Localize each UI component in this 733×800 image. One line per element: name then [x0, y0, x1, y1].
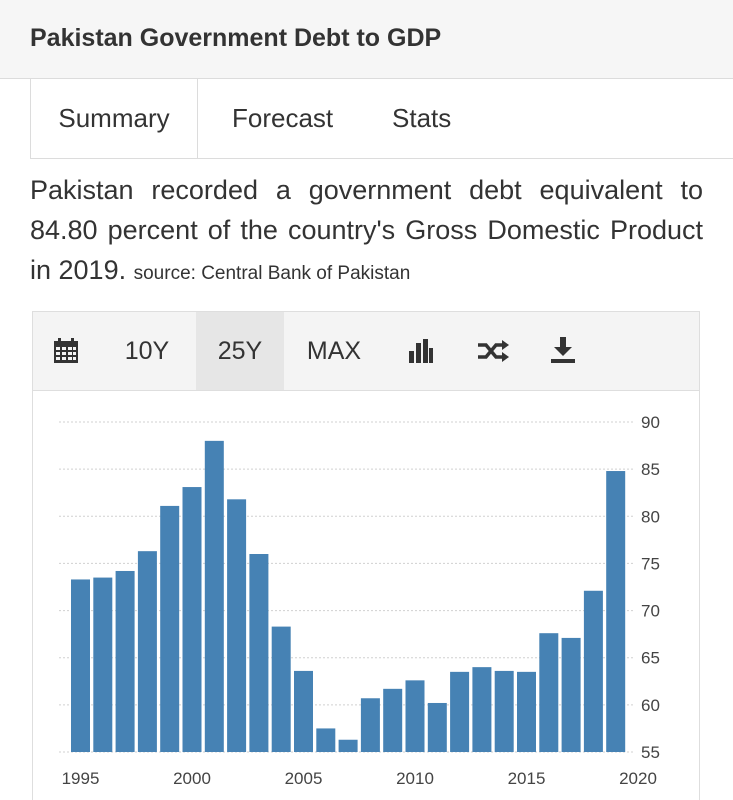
range-max-button[interactable]: MAX: [306, 337, 362, 365]
x-tick-label: 2020: [619, 769, 657, 788]
chart-type-button[interactable]: [396, 312, 446, 390]
x-tick-label: 2015: [508, 769, 546, 788]
bar-2016: [539, 633, 559, 752]
tab-bar: Summary Forecast Stats: [30, 79, 733, 159]
compare-button[interactable]: [466, 312, 520, 390]
range-25y-button[interactable]: 25Y: [196, 312, 284, 390]
bar-2007: [338, 739, 358, 752]
bar-2012: [450, 671, 470, 752]
tab-forecast-label: Forecast: [232, 103, 334, 133]
bar-1998: [137, 551, 157, 752]
y-tick-label: 65: [641, 649, 660, 668]
y-tick-label: 70: [641, 602, 660, 621]
bar-2018: [583, 590, 603, 752]
bar-2003: [249, 554, 269, 752]
bar-1997: [115, 570, 135, 752]
y-tick-label: 55: [641, 743, 660, 762]
bar-2008: [360, 698, 380, 752]
bar-2017: [561, 637, 581, 752]
bar-2001: [204, 440, 224, 752]
y-tick-label: 60: [641, 696, 660, 715]
bar-1999: [160, 505, 180, 752]
bar-2000: [182, 487, 202, 752]
tab-summary-label: Summary: [58, 103, 170, 133]
tab-forecast[interactable]: Forecast: [232, 79, 333, 158]
calendar-button[interactable]: [41, 312, 91, 390]
summary-text: Pakistan recorded a government debt equi…: [30, 175, 703, 285]
x-tick-label: 2000: [173, 769, 211, 788]
calendar-icon: [54, 338, 78, 363]
y-tick-label: 80: [641, 507, 660, 526]
tab-summary[interactable]: Summary: [30, 79, 198, 158]
bar-2005: [294, 670, 313, 752]
bar-2013: [472, 667, 492, 752]
range-10y-button[interactable]: 10Y: [124, 337, 170, 365]
y-tick-label: 85: [641, 460, 660, 479]
bar-chart-icon: [409, 339, 433, 363]
bar-2009: [383, 688, 403, 752]
tab-stats[interactable]: Stats: [392, 79, 451, 158]
x-tick-label: 2010: [396, 769, 434, 788]
page-title: Pakistan Government Debt to GDP: [30, 24, 442, 52]
bar-2006: [316, 728, 336, 752]
debt-bar-chart: 55 60 65 70 75 80 85 90 1995 2000 2005 2010 2015 2020: [59, 413, 660, 788]
bar-2019: [606, 471, 626, 752]
chart-toolbar: 10Y 25Y MAX: [32, 311, 700, 391]
x-tick-label: 1995: [62, 769, 100, 788]
source-note: source: Central Bank of Pakistan: [133, 263, 411, 284]
title-bar: Pakistan Government Debt to GDP: [0, 0, 733, 79]
bar-1995: [71, 579, 90, 752]
bar-2011: [427, 702, 447, 752]
download-icon: [551, 337, 575, 363]
bar-2002: [227, 499, 247, 752]
x-tick-label: 2005: [285, 769, 323, 788]
y-tick-label: 75: [641, 554, 660, 573]
summary-paragraph: Pakistan recorded a government debt equi…: [30, 170, 703, 294]
chart-panel: 55 60 65 70 75 80 85 90 1995 2000 2005 2010 2015 2020: [32, 391, 700, 800]
y-tick-label: 90: [641, 413, 660, 432]
bar-2014: [494, 670, 514, 752]
bar-2004: [271, 626, 291, 752]
download-button[interactable]: [541, 312, 585, 390]
shuffle-icon: [478, 340, 509, 362]
bar-2015: [517, 671, 536, 752]
bar-2010: [405, 680, 425, 752]
tab-stats-label: Stats: [392, 103, 452, 133]
bar-1996: [93, 577, 113, 752]
